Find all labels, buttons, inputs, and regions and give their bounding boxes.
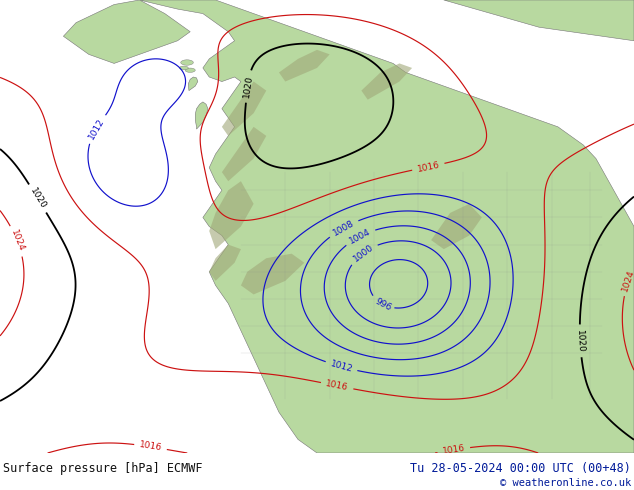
Text: 1024: 1024	[621, 268, 634, 293]
Text: 1012: 1012	[329, 359, 354, 374]
Polygon shape	[185, 68, 195, 73]
Text: Tu 28-05-2024 00:00 UTC (00+48): Tu 28-05-2024 00:00 UTC (00+48)	[410, 462, 631, 475]
Text: 1012: 1012	[87, 117, 106, 141]
Text: 1020: 1020	[242, 74, 254, 98]
Polygon shape	[63, 0, 190, 63]
Polygon shape	[195, 102, 208, 129]
Polygon shape	[209, 181, 254, 249]
Polygon shape	[179, 66, 188, 70]
Polygon shape	[139, 0, 634, 453]
Polygon shape	[279, 50, 330, 81]
Polygon shape	[241, 254, 304, 294]
Text: 1020: 1020	[28, 186, 48, 211]
Polygon shape	[181, 60, 193, 65]
Text: © weatheronline.co.uk: © weatheronline.co.uk	[500, 478, 631, 488]
Polygon shape	[431, 204, 482, 249]
Polygon shape	[209, 245, 241, 281]
Text: 1016: 1016	[416, 160, 441, 173]
Text: 1016: 1016	[138, 441, 162, 453]
Polygon shape	[222, 81, 266, 136]
Polygon shape	[361, 63, 412, 99]
Text: 996: 996	[373, 296, 393, 313]
Text: 1024: 1024	[9, 229, 25, 253]
Polygon shape	[188, 77, 198, 91]
Text: 1016: 1016	[442, 444, 466, 456]
Text: 1000: 1000	[351, 243, 375, 264]
Polygon shape	[222, 127, 266, 181]
Text: 1004: 1004	[348, 227, 372, 245]
Text: 1016: 1016	[325, 379, 349, 392]
Text: Surface pressure [hPa] ECMWF: Surface pressure [hPa] ECMWF	[3, 462, 203, 475]
Text: 1008: 1008	[332, 219, 356, 238]
Polygon shape	[444, 0, 634, 41]
Text: 1020: 1020	[575, 329, 585, 352]
